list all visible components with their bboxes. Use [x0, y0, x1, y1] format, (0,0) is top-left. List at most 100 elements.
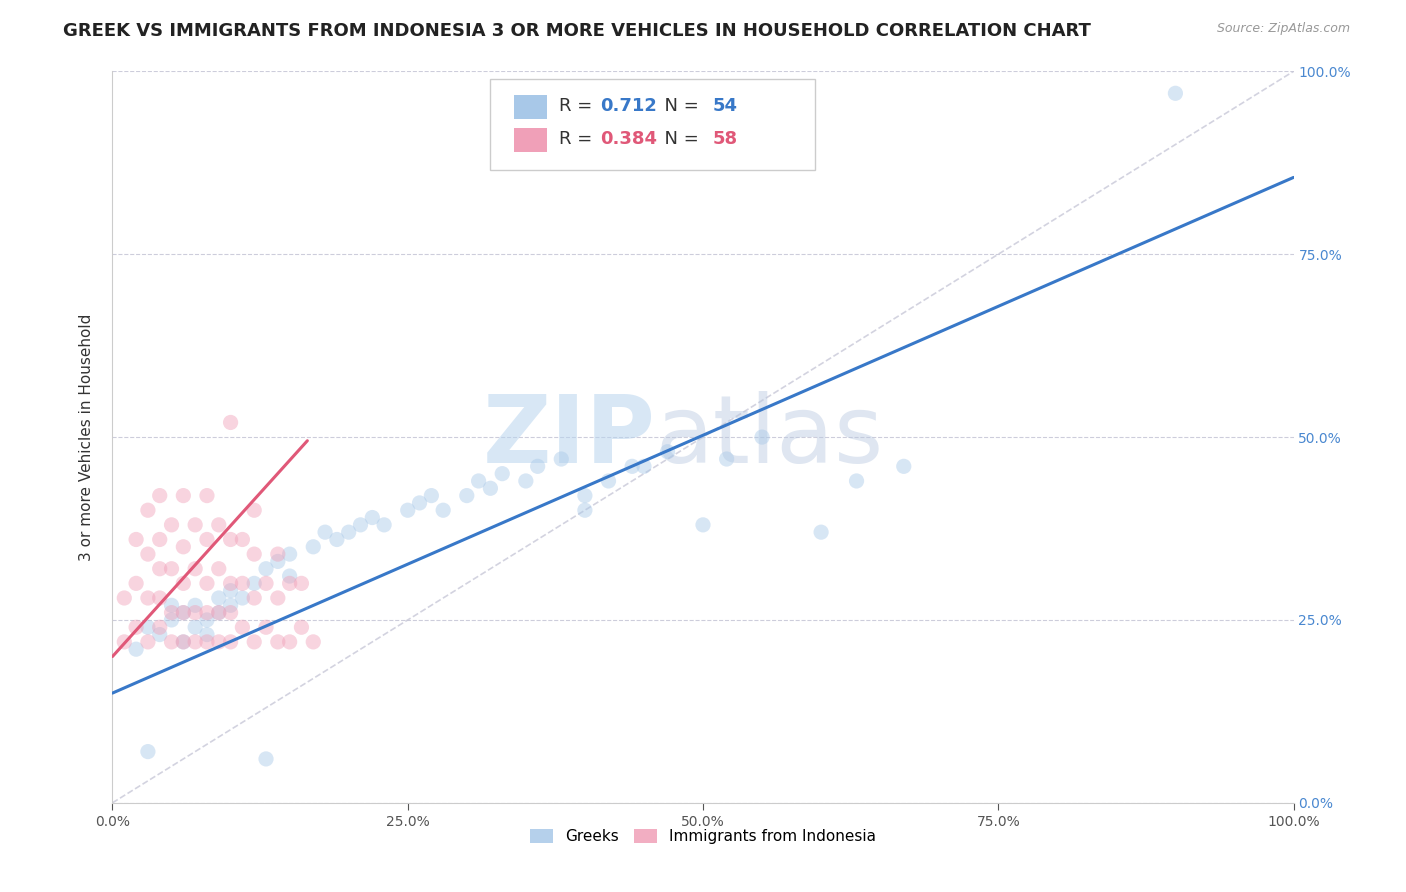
Point [219, 416, 242, 430]
Point [479, 481, 502, 495]
Text: 58: 58 [713, 130, 738, 148]
Point [219, 606, 242, 620]
Point [267, 554, 290, 568]
FancyBboxPatch shape [491, 78, 815, 170]
Point [160, 606, 183, 620]
Point [810, 525, 832, 540]
Point [893, 459, 915, 474]
Point [149, 591, 172, 605]
Point [231, 591, 253, 605]
Point [136, 591, 159, 605]
Text: GREEK VS IMMIGRANTS FROM INDONESIA 3 OR MORE VEHICLES IN HOUSEHOLD CORRELATION C: GREEK VS IMMIGRANTS FROM INDONESIA 3 OR … [63, 22, 1091, 40]
Point [267, 635, 290, 649]
Point [149, 489, 172, 503]
Point [112, 635, 135, 649]
Point [231, 533, 253, 547]
Point [136, 547, 159, 561]
Point [373, 517, 395, 532]
Point [716, 452, 738, 467]
Point [125, 533, 148, 547]
Point [574, 503, 596, 517]
Point [172, 635, 194, 649]
Point [219, 533, 242, 547]
Point [112, 591, 135, 605]
Point [172, 540, 194, 554]
Point [125, 620, 148, 634]
Point [278, 635, 301, 649]
Point [751, 430, 773, 444]
Point [184, 562, 207, 576]
Point [125, 576, 148, 591]
Point [195, 613, 218, 627]
Text: atlas: atlas [655, 391, 884, 483]
Point [550, 452, 572, 467]
Point [1164, 87, 1187, 101]
Point [467, 474, 489, 488]
Bar [515, 95, 547, 119]
Point [243, 547, 266, 561]
Point [219, 583, 242, 598]
Point [432, 503, 454, 517]
Point [633, 459, 655, 474]
Point [195, 489, 218, 503]
Point [290, 576, 312, 591]
Point [657, 444, 679, 458]
Point [219, 576, 242, 591]
Point [184, 635, 207, 649]
Point [184, 620, 207, 634]
Point [208, 606, 231, 620]
Point [526, 459, 548, 474]
Point [208, 606, 231, 620]
Point [136, 745, 159, 759]
Point [136, 635, 159, 649]
Point [125, 642, 148, 657]
Text: 0.712: 0.712 [600, 97, 657, 115]
Point [195, 627, 218, 641]
Point [254, 752, 277, 766]
Point [574, 489, 596, 503]
Point [326, 533, 349, 547]
Point [254, 576, 277, 591]
Point [149, 533, 172, 547]
Point [208, 517, 231, 532]
Point [243, 635, 266, 649]
Point [491, 467, 513, 481]
Point [349, 517, 371, 532]
Point [160, 613, 183, 627]
Point [420, 489, 443, 503]
Point [231, 620, 253, 634]
Point [361, 510, 384, 524]
Point [278, 547, 301, 561]
Point [136, 620, 159, 634]
Point [136, 503, 159, 517]
Point [149, 620, 172, 634]
Point [278, 576, 301, 591]
Point [172, 576, 194, 591]
Point [172, 606, 194, 620]
Text: N =: N = [654, 130, 704, 148]
Point [184, 599, 207, 613]
Point [278, 569, 301, 583]
Point [290, 620, 312, 634]
Point [267, 547, 290, 561]
Point [172, 635, 194, 649]
Point [231, 576, 253, 591]
Point [314, 525, 336, 540]
Text: N =: N = [654, 97, 704, 115]
Text: R =: R = [560, 97, 598, 115]
Point [243, 503, 266, 517]
Legend: Greeks, Immigrants from Indonesia: Greeks, Immigrants from Indonesia [524, 822, 882, 850]
Point [302, 540, 325, 554]
Point [195, 635, 218, 649]
Point [219, 635, 242, 649]
Point [184, 606, 207, 620]
Text: R =: R = [560, 130, 598, 148]
Point [149, 562, 172, 576]
Point [302, 635, 325, 649]
Point [195, 576, 218, 591]
Point [208, 562, 231, 576]
Bar [515, 128, 547, 152]
Point [149, 627, 172, 641]
Point [243, 576, 266, 591]
Point [267, 591, 290, 605]
